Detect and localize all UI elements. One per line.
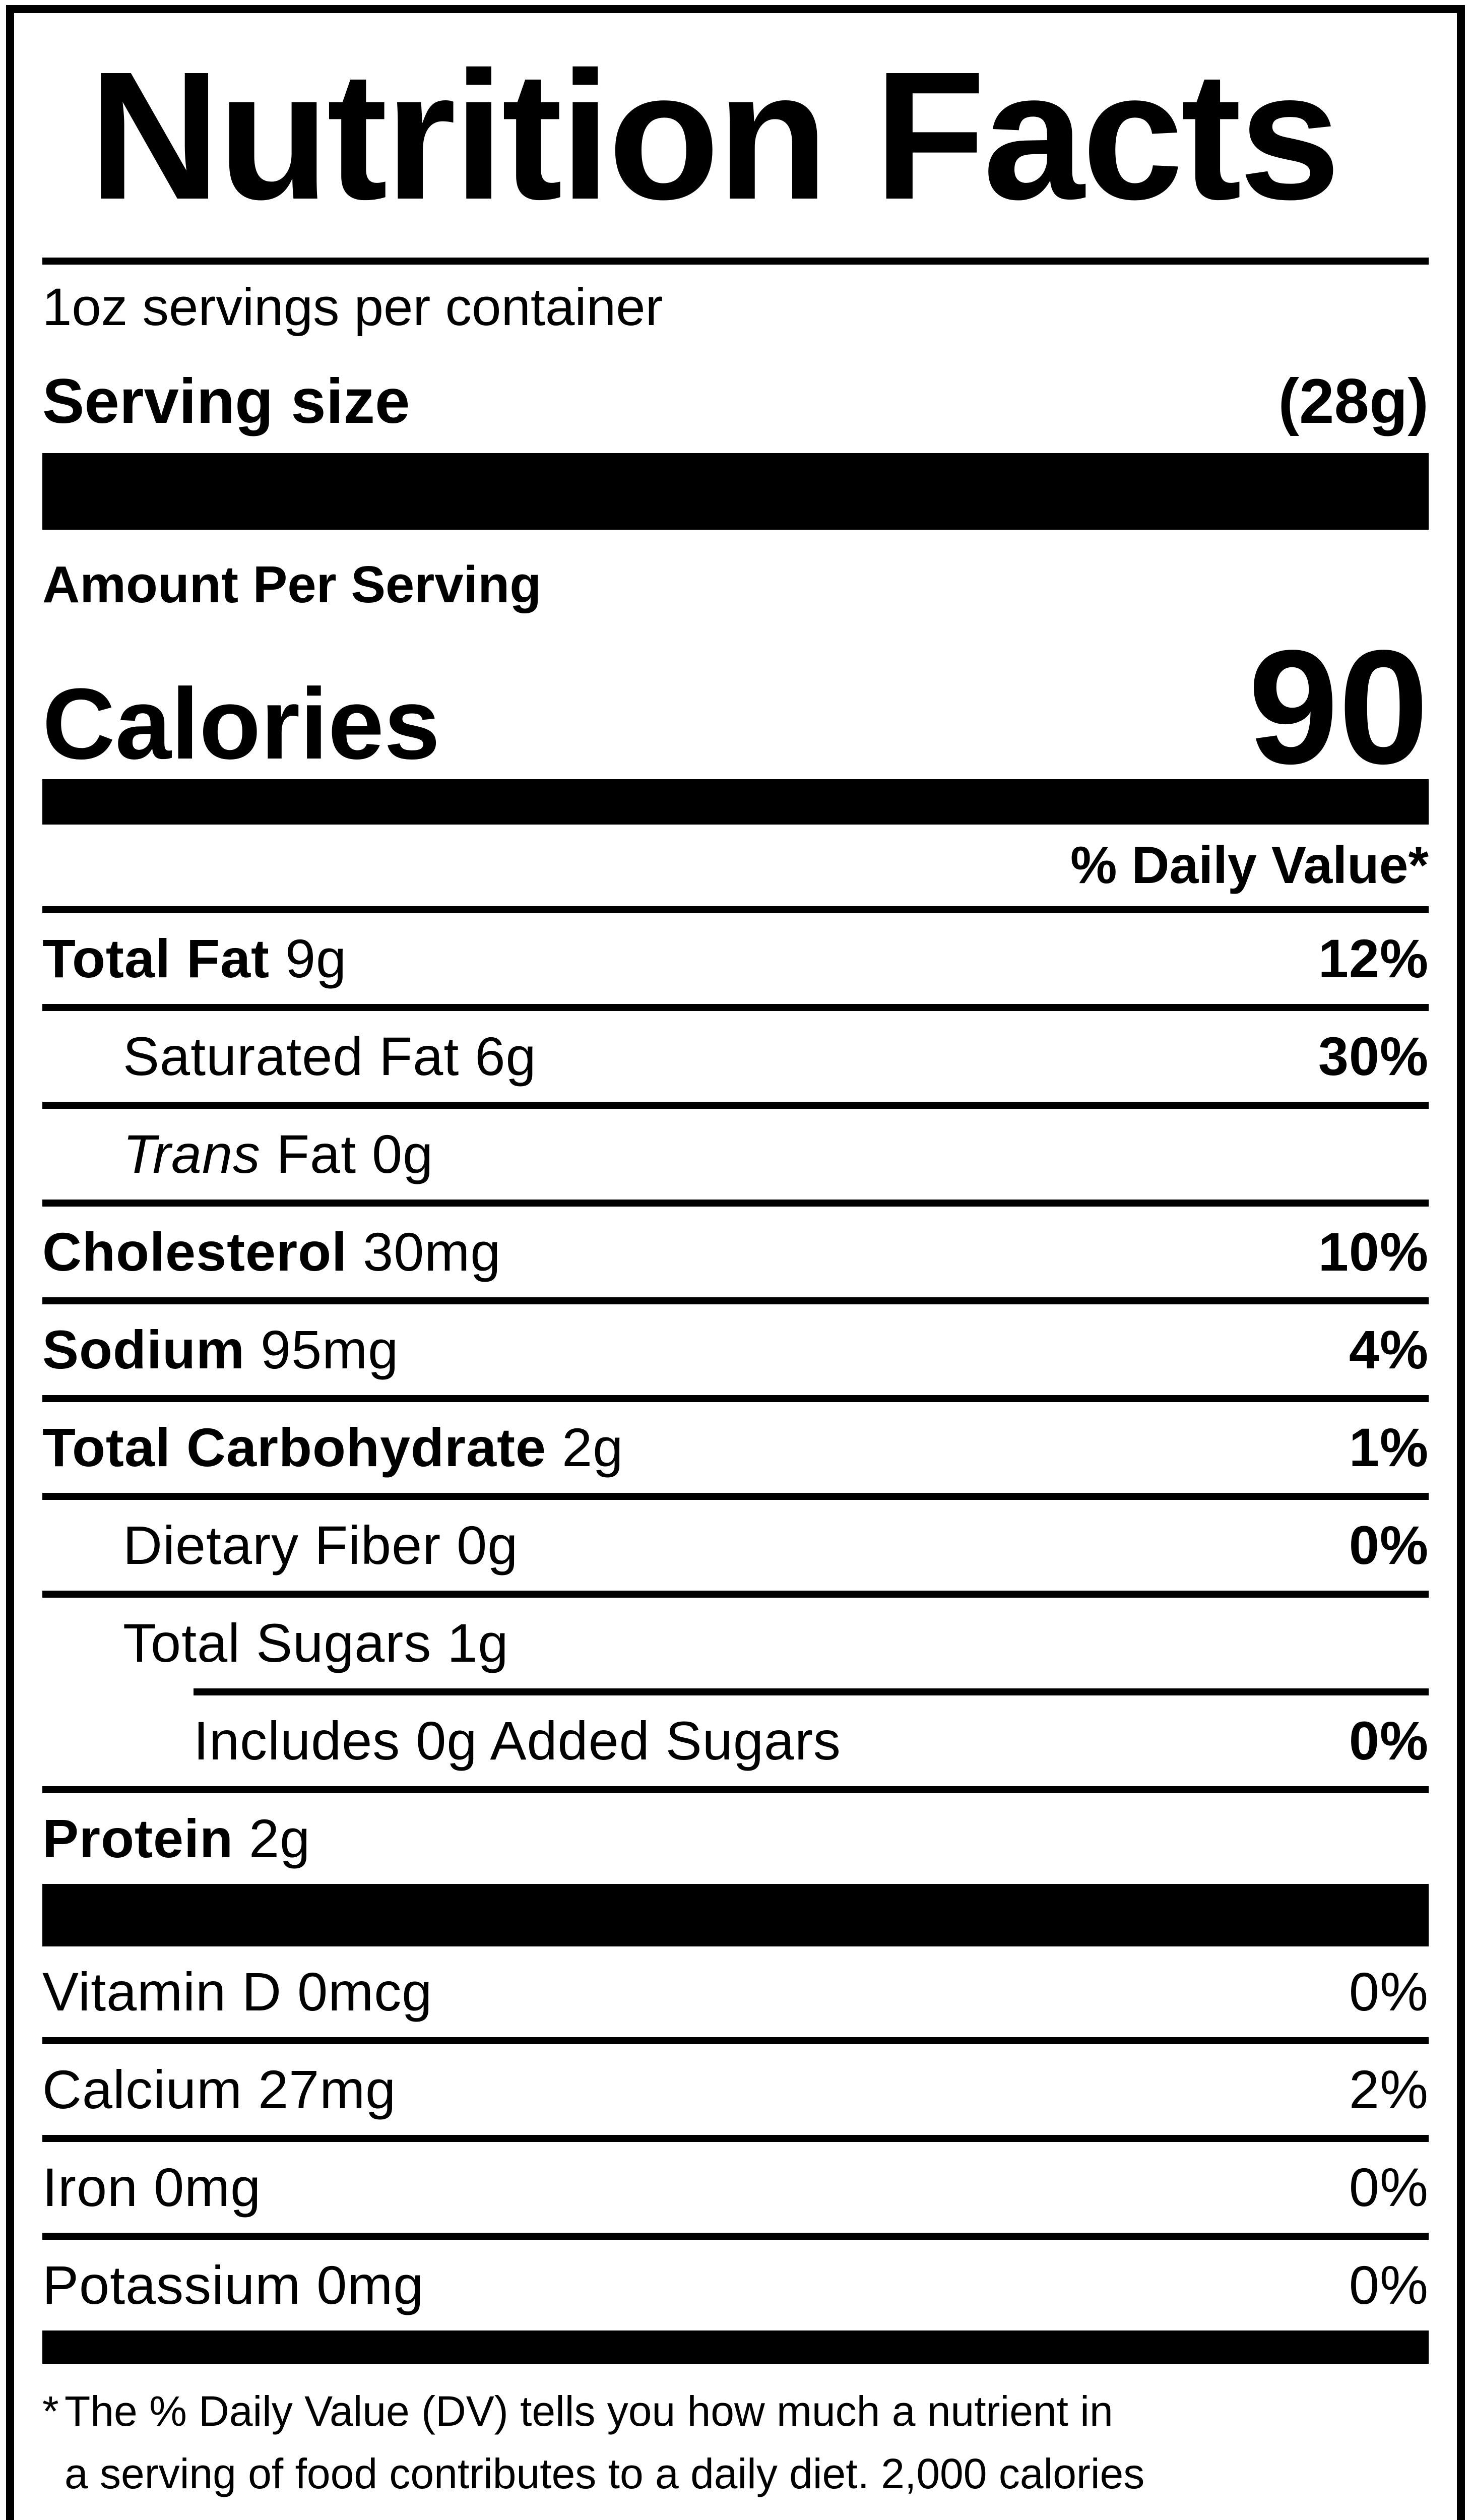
daily-value-percent: 2%	[1349, 2059, 1429, 2120]
thin-separator-bar	[42, 2330, 1429, 2364]
amount-per-serving-row: Amount Per Serving	[42, 530, 1429, 621]
nutrient-name: Iron 0mg	[42, 2157, 262, 2218]
nutrient-name: Protein 2g	[42, 1808, 311, 1869]
nutrient-name: Dietary Fiber 0g	[123, 1515, 519, 1576]
nutrient-row: Includes 0g Added Sugars 0%	[42, 1695, 1429, 1786]
nutrient-row: Iron 0mg 0%	[42, 2142, 1429, 2233]
nutrient-row: Calcium 27mg 2%	[42, 2044, 1429, 2135]
nutrient-row: Trans Fat 0g	[42, 1109, 1429, 1200]
nutrient-row: Total Carbohydrate 2g 1%	[42, 1402, 1429, 1493]
nutrient-row: Vitamin D 0mcg 0%	[42, 1946, 1429, 2037]
daily-value-percent: 0%	[1349, 1515, 1429, 1576]
title-row: Nutrition Facts	[42, 13, 1429, 258]
calories-value: 90	[1248, 616, 1429, 798]
nutrient-row: Cholesterol 30mg 10%	[42, 1207, 1429, 1297]
daily-value-percent: 30%	[1318, 1026, 1429, 1087]
divider-rule	[42, 2232, 1429, 2240]
nutrient-row: Saturated Fat 6g 30%	[42, 1011, 1429, 1102]
daily-value-header: % Daily Value*	[1070, 836, 1429, 895]
divider-rule	[42, 1492, 1429, 1500]
divider-rule	[42, 2134, 1429, 2142]
footnote: * The % Daily Value (DV) tells you how m…	[42, 2364, 1429, 2520]
nutrient-name: Potassium 0mg	[42, 2254, 424, 2316]
divider-rule	[42, 1297, 1429, 1304]
page-title: Nutrition Facts	[89, 33, 1340, 237]
servings-per-container-text: 1oz servings per container	[42, 277, 663, 337]
serving-size-row: Serving size (28g)	[42, 350, 1429, 454]
nutrient-name: Includes 0g Added Sugars	[194, 1710, 841, 1772]
nutrient-row: Protein 2g	[42, 1793, 1429, 1884]
divider-rule	[194, 1688, 1429, 1695]
footnote-text: The % Daily Value (DV) tells you how muc…	[65, 2387, 1145, 2520]
nutrient-name: Saturated Fat 6g	[123, 1026, 537, 1087]
vitamins-section: Vitamin D 0mcg 0% Calcium 27mg 2% Iron 0mg 0%…	[42, 1946, 1429, 2330]
nutrient-row: Sodium 95mg 4%	[42, 1304, 1429, 1395]
nutrient-name: Total Carbohydrate 2g	[42, 1417, 624, 1478]
divider-rule	[42, 1590, 1429, 1598]
medium-separator-bar	[42, 779, 1429, 825]
nutrient-name: Cholesterol 30mg	[42, 1221, 501, 1283]
daily-value-percent: 10%	[1318, 1221, 1429, 1283]
daily-value-percent: 12%	[1318, 928, 1429, 989]
nutrient-row: Total Fat 9g 12%	[42, 913, 1429, 1004]
daily-value-percent: 4%	[1349, 1319, 1429, 1380]
daily-value-percent: 1%	[1349, 1417, 1429, 1478]
nutrient-name: Total Sugars 1g	[123, 1612, 509, 1674]
thick-separator-bar	[42, 1883, 1429, 1946]
daily-value-percent: 0%	[1349, 2157, 1429, 2218]
serving-size-value: (28g)	[1278, 366, 1429, 437]
divider-rule	[42, 1003, 1429, 1011]
footnote-asterisk: *	[42, 2387, 59, 2435]
daily-value-percent: 0%	[1349, 1961, 1429, 2023]
thick-separator-bar	[42, 453, 1429, 530]
nutrient-row: Potassium 0mg 0%	[42, 2240, 1429, 2330]
divider-rule	[42, 1786, 1429, 1793]
daily-value-percent: 0%	[1349, 1710, 1429, 1772]
divider-rule	[42, 1199, 1429, 1207]
nutrient-name: Trans Fat 0g	[123, 1123, 434, 1185]
divider-rule	[42, 258, 1429, 265]
label-frame: Nutrition Facts 1oz servings per contain…	[6, 5, 1465, 2520]
amount-per-serving-text: Amount Per Serving	[42, 555, 542, 613]
divider-rule	[42, 906, 1429, 913]
daily-value-header-row: % Daily Value*	[42, 825, 1429, 906]
divider-rule	[42, 2037, 1429, 2044]
divider-rule	[42, 1395, 1429, 1402]
divider-rule	[42, 1101, 1429, 1109]
nutrient-row: Total Sugars 1g	[42, 1598, 1429, 1688]
nutrient-row: Dietary Fiber 0g 0%	[42, 1500, 1429, 1591]
serving-size-label: Serving size	[42, 366, 410, 437]
nutrient-name: Calcium 27mg	[42, 2059, 397, 2120]
servings-per-container-row: 1oz servings per container	[42, 265, 1429, 350]
calories-row: Calories 90	[42, 616, 1429, 798]
calories-label: Calories	[42, 668, 440, 781]
nutrients-section: Total Fat 9g 12% Saturated Fat 6g 30% Trans …	[42, 913, 1429, 1884]
nutrient-name: Sodium 95mg	[42, 1319, 399, 1380]
nutrient-name: Total Fat 9g	[42, 928, 347, 989]
daily-value-percent: 0%	[1349, 2254, 1429, 2316]
nutrient-name: Vitamin D 0mcg	[42, 1961, 433, 2023]
